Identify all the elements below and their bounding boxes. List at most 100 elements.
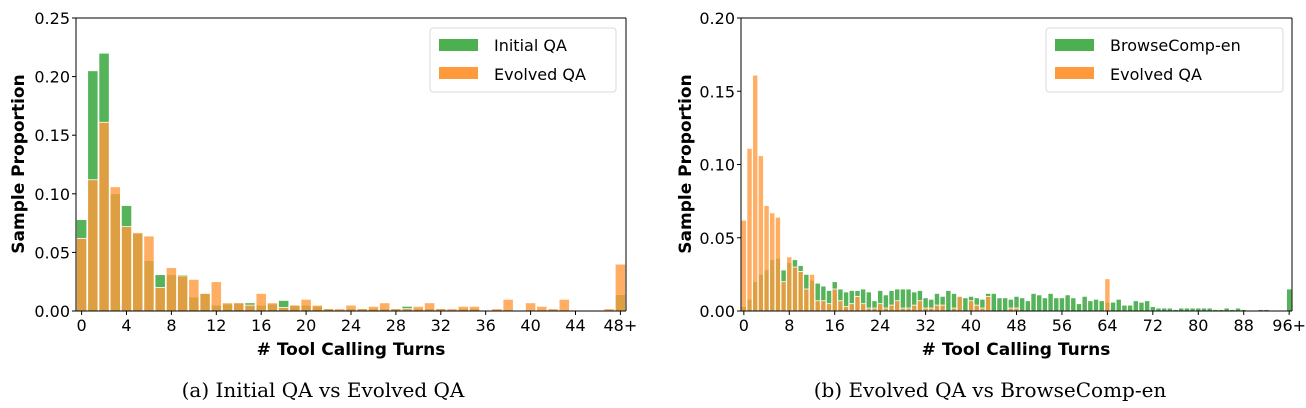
bar-browsecomp-en-57 (1064, 294, 1071, 312)
bar-evolved-qa-21 (311, 304, 323, 312)
bar-evolved-qa-11 (803, 288, 810, 312)
bar-evolved-qa-27 (894, 300, 901, 312)
bar-browsecomp-en-66 (1115, 298, 1122, 312)
bar-evolved-qa-10 (188, 278, 200, 312)
bar-evolved-qa-34 (933, 304, 940, 312)
bar-browsecomp-en-70 (1138, 301, 1145, 312)
bars-group (740, 74, 1293, 312)
bar-evolved-qa-40 (968, 300, 975, 312)
bar-evolved-qa-20 (854, 295, 861, 312)
y-tick-label: 0.10 (34, 185, 70, 204)
bar-evolved-qa-35 (939, 304, 946, 312)
x-tick-label: 8 (784, 316, 794, 335)
x-tick-label: 56 (1052, 316, 1072, 335)
x-tick-label: 80 (1188, 316, 1208, 335)
bar-evolved-qa-12 (210, 281, 222, 312)
x-tick-label: 32 (431, 316, 451, 335)
y-tick-label: 0.05 (34, 243, 70, 262)
bars-group (76, 52, 626, 312)
bar-evolved-qa-41 (536, 305, 548, 312)
bar-evolved-qa-1 (87, 179, 99, 312)
bar-browsecomp-en-61 (1087, 300, 1094, 312)
bar-evolved-qa-38 (502, 298, 514, 312)
bar-browsecomp-en-54 (1047, 293, 1054, 312)
legend-label-browsecomp-en: BrowseComp-en (1110, 36, 1241, 55)
bar-browsecomp-en-68 (1127, 304, 1134, 312)
bar-evolved-qa-5 (769, 212, 776, 312)
bar-evolved-qa-13 (814, 300, 821, 312)
legend-swatch-evolved-qa (439, 67, 478, 79)
x-tick-label: 36 (476, 316, 496, 335)
bar-evolved-qa-48 (614, 263, 626, 312)
x-tick-label: 8 (166, 316, 176, 335)
bar-browsecomp-en-58 (1070, 297, 1077, 312)
bar-evolved-qa-18 (278, 307, 290, 312)
bar-evolved-qa-13 (221, 302, 234, 312)
bar-evolved-qa-8 (786, 256, 793, 312)
x-tick-label: 32 (915, 316, 935, 335)
bar-evolved-qa-34 (457, 305, 469, 312)
y-tick-label: 0.00 (699, 302, 735, 321)
y-tick-label: 0.15 (34, 126, 70, 145)
bar-evolved-qa-2 (752, 74, 759, 312)
y-axis-title: Sample Proportion (676, 74, 696, 253)
y-tick-label: 0.25 (34, 9, 70, 28)
chart-panel-b: 0.00 0.05 0.10 0.15 0.20 0 8 16 24 32 40 48 56 64 72 8… (676, 9, 1306, 402)
bar-evolved-qa-3 (109, 186, 121, 312)
y-tick-label: 0.20 (699, 9, 735, 28)
y-tick-label: 0.15 (699, 82, 735, 101)
bar-evolved-qa-9 (177, 275, 189, 312)
x-ticks: 0 4 8 12 16 20 24 28 32 36 40 44 48+ (77, 311, 638, 335)
bar-evolved-qa-0 (76, 237, 88, 312)
y-tick-label: 0.20 (34, 68, 70, 87)
bar-evolved-qa-20 (300, 298, 312, 312)
bar-evolved-qa-17 (266, 302, 278, 312)
legend-swatch-initial-qa (439, 39, 478, 51)
x-tick-label: 40 (520, 316, 540, 335)
bar-browsecomp-en-56 (1058, 297, 1065, 312)
x-axis-title: # Tool Calling Turns (922, 340, 1111, 360)
bar-evolved-qa-21 (860, 303, 867, 312)
caption-a: (a) Initial QA vs Evolved QA (182, 378, 465, 402)
bar-evolved-qa-31 (424, 302, 436, 312)
bar-browsecomp-en-46 (1002, 297, 1009, 312)
y-tick-label: 0.05 (699, 229, 735, 248)
y-axis-title: Sample Proportion (9, 74, 29, 253)
legend-frame (1045, 27, 1284, 93)
x-ticks: 0 8 16 24 32 40 48 56 64 72 80 88 96+ (739, 311, 1306, 335)
bar-evolved-qa-7 (780, 281, 787, 312)
bar-browsecomp-en-63 (1098, 300, 1105, 312)
bar-evolved-qa-64 (1104, 278, 1111, 312)
x-tick-label: 48+ (604, 316, 638, 335)
bar-evolved-qa-18 (843, 306, 850, 312)
bar-evolved-qa-16 (831, 288, 838, 312)
bar-evolved-qa-27 (379, 302, 391, 312)
x-tick-label: 40 (961, 316, 981, 335)
bar-browsecomp-en-44 (990, 293, 997, 312)
bar-evolved-qa-43 (558, 298, 570, 312)
bar-evolved-qa-17 (837, 300, 844, 312)
x-tick-label: 20 (296, 316, 316, 335)
x-tick-label: 0 (77, 316, 87, 335)
bar-evolved-qa-43 (985, 295, 992, 312)
caption-b: (b) Evolved QA vs BrowseComp-en (814, 378, 1167, 402)
bar-evolved-qa-6 (774, 216, 781, 312)
legend-swatch-evolved-qa (1055, 67, 1094, 79)
bar-evolved-qa-26 (888, 304, 895, 312)
bar-evolved-qa-31 (916, 300, 923, 312)
x-tick-label: 12 (206, 316, 226, 335)
x-tick-label: 64 (1097, 316, 1117, 335)
bar-browsecomp-en-96 (1286, 288, 1293, 312)
bar-evolved-qa-15 (244, 304, 256, 312)
bar-browsecomp-en-39 (962, 297, 969, 312)
bar-evolved-qa-14 (820, 300, 827, 312)
x-tick-label: 88 (1234, 316, 1254, 335)
bar-evolved-qa-0 (740, 219, 747, 312)
legend: BrowseComp-en Evolved QA (1045, 27, 1284, 93)
x-tick-label: 0 (739, 316, 749, 335)
bar-evolved-qa-8 (165, 267, 177, 312)
bar-browsecomp-en-45 (996, 297, 1003, 312)
bar-evolved-qa-6 (143, 235, 155, 312)
bar-browsecomp-en-59 (1075, 303, 1082, 312)
